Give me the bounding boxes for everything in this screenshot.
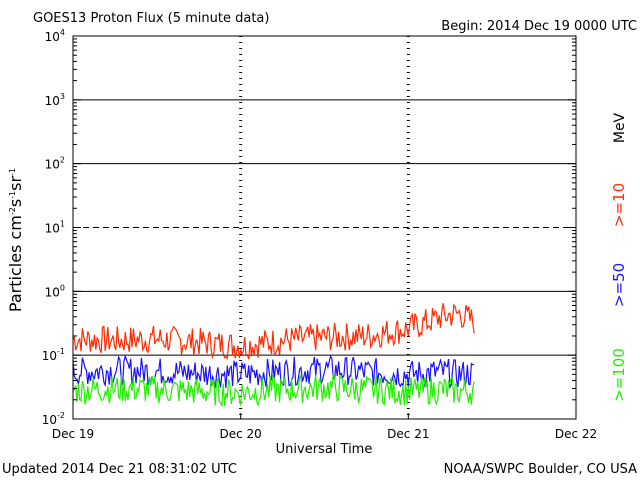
- y-axis-title-sup: -2: [8, 207, 17, 215]
- legend-item: >=100: [610, 348, 628, 402]
- chart-title: GOES13 Proton Flux (5 minute data): [33, 11, 269, 26]
- footer-source: NOAA/SWPC Boulder, CO USA: [444, 462, 637, 477]
- legend-unit: MeV: [612, 112, 628, 143]
- axis-labels: 10-2 10-1 100 101 102 103 104 Dec 19 Dec 20 Dec 2…: [42, 28, 597, 441]
- series-line: [72, 373, 475, 407]
- y-tick-label: 100: [45, 283, 65, 299]
- y-tick-label: 102: [45, 156, 65, 172]
- begin-label: Begin: 2014 Dec 19 0000 UTC: [441, 19, 637, 34]
- x-tick-label: Dec 20: [220, 427, 262, 441]
- y-axis-title-sup: -1: [8, 191, 17, 199]
- legend: >=10 >=50 >=100 MeV: [610, 112, 628, 401]
- y-axis-title: Particles cm-2s-1sr-1: [6, 168, 25, 312]
- x-axis-title: Universal Time: [276, 442, 373, 457]
- y-tick-label: 103: [45, 92, 65, 108]
- y-tick-label: 10-2: [42, 411, 65, 427]
- y-tick-label: 10-1: [42, 347, 65, 363]
- legend-item: >=10: [610, 183, 628, 227]
- plot-lines: [73, 36, 576, 419]
- footer-updated: Updated 2014 Dec 21 08:31:02 UTC: [2, 462, 237, 477]
- series-group: [72, 303, 475, 407]
- legend-item: >=50: [610, 263, 628, 307]
- x-tick-label: Dec 22: [555, 427, 597, 441]
- y-axis-title-text: Particles cm: [6, 215, 25, 312]
- x-tick-label: Dec 19: [52, 427, 94, 441]
- y-tick-label: 101: [45, 220, 65, 236]
- x-tick-label: Dec 21: [387, 427, 429, 441]
- series-line: [72, 354, 475, 390]
- y-axis-title-s: s: [6, 199, 25, 207]
- y-axis-title-sup: -1: [8, 168, 17, 176]
- y-axis-title-sr: sr: [6, 176, 25, 191]
- series-line: [72, 303, 475, 361]
- y-tick-label: 104: [45, 28, 65, 44]
